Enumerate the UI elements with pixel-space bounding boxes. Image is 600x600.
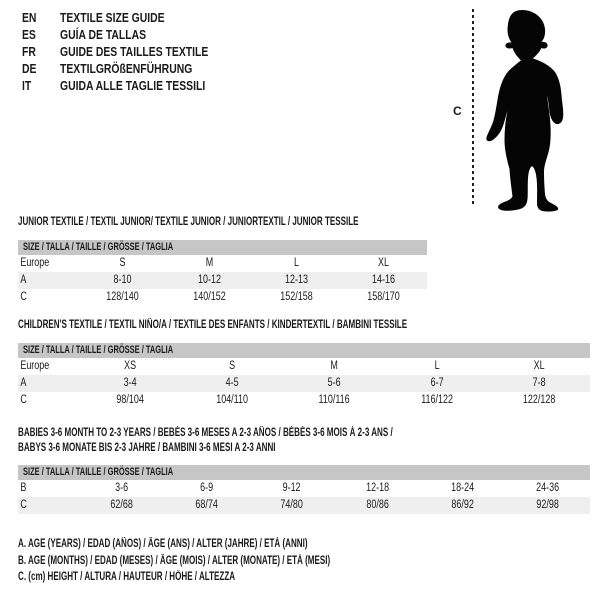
- row-label: C: [20, 499, 27, 511]
- value-cell: 3-6: [115, 482, 129, 494]
- value-cell: 3-4: [123, 377, 137, 389]
- language-row-en: EN TEXTILE SIZE GUIDE: [22, 9, 245, 26]
- value-cell: 68/74: [195, 499, 218, 511]
- value-cell: 62/68: [110, 499, 133, 511]
- language-list: EN TEXTILE SIZE GUIDE ES GUÍA DE TALLAS …: [22, 9, 245, 94]
- row-label: C: [20, 394, 27, 406]
- language-label: TEXTILE SIZE GUIDE: [60, 10, 165, 25]
- row-label: C: [20, 291, 27, 303]
- size-cell: S: [119, 257, 126, 269]
- table-header-label: SIZE / TALLA / TAILLE / GRÖSSE / TAGLIA: [23, 241, 174, 253]
- size-cell: M: [205, 257, 214, 269]
- table-row-height: C 98/104 104/110 110/116 116/122 122/128: [18, 392, 590, 409]
- value-cell: 6-7: [430, 377, 444, 389]
- size-cell: S: [229, 360, 236, 372]
- value-cell: 104/110: [216, 394, 249, 406]
- language-code: EN: [22, 10, 37, 25]
- language-row-es: ES GUÍA DE TALLAS: [22, 26, 245, 43]
- toddler-silhouette-icon: [486, 10, 564, 212]
- section-title-children: CHILDREN'S TEXTILE / TEXTIL NIÑO/A / TEX…: [18, 319, 408, 331]
- value-cell: 74/80: [280, 499, 304, 511]
- value-cell: 128/140: [106, 291, 139, 303]
- value-cell: 92/98: [536, 499, 559, 511]
- language-code: DE: [22, 61, 37, 76]
- value-cell: 152/158: [280, 291, 313, 303]
- section-title-babies: BABIES 3-6 MONTH TO 2-3 YEARS / BEBÉS 3-…: [18, 426, 393, 456]
- size-cell: XL: [378, 257, 389, 269]
- row-label: Europe: [20, 360, 50, 372]
- children-size-table: SIZE / TALLA / TAILLE / GRÖSSE / TAGLIA …: [18, 343, 590, 409]
- value-cell: 8-10: [113, 274, 132, 286]
- table-header-label: SIZE / TALLA / TAILLE / GRÖSSE / TAGLIA: [23, 466, 174, 478]
- language-row-fr: FR GUIDE DES TAILLES TEXTILE: [22, 43, 245, 60]
- size-cell: L: [434, 360, 440, 372]
- value-cell: 158/170: [367, 291, 400, 303]
- value-cell: 12-13: [285, 274, 308, 286]
- language-code: ES: [22, 27, 36, 42]
- value-cell: 110/116: [318, 394, 351, 406]
- table-row-europe: Europe S M L XL: [18, 255, 427, 272]
- language-row-it: IT GUIDA ALLE TAGLIE TESSILI: [22, 77, 245, 94]
- value-cell: 9-12: [282, 482, 301, 494]
- section-title-junior: JUNIOR TEXTILE / TEXTIL JUNIOR/ TEXTILE …: [18, 216, 359, 228]
- footnote-age-years: A. AGE (YEARS) / EDAD (AÑOS) / ÂGE (ANS)…: [18, 538, 308, 550]
- value-cell: 18-24: [450, 482, 474, 494]
- language-label: TEXTILGRÖßENFÜHRUNG: [60, 61, 193, 76]
- height-measure-label: C: [453, 104, 462, 118]
- value-cell: 10-12: [198, 274, 221, 286]
- table-row-height: C 62/68 68/74 74/80 80/86 86/92 92/98: [18, 497, 590, 514]
- row-label: B: [20, 482, 27, 494]
- section-title-line2: BABYS 3-6 MONATE BIS 2-3 JAHRE / BAMBINI…: [18, 442, 276, 454]
- table-row-height: C 128/140 140/152 152/158 158/170: [18, 289, 427, 306]
- value-cell: 12-18: [365, 482, 389, 494]
- language-label: GUÍA DE TALLAS: [60, 27, 147, 42]
- row-label: A: [20, 274, 27, 286]
- value-cell: 122/128: [522, 394, 556, 406]
- footnote-age-months: B. AGE (MONTHS) / EDAD (MESES) / ÂGE (MO…: [18, 554, 331, 567]
- footnotes: A. AGE (YEARS) / EDAD (AÑOS) / ÂGE (ANS)…: [18, 536, 464, 586]
- table-row-europe: Europe XS S M L XL: [18, 358, 590, 375]
- value-cell: 98/104: [116, 394, 144, 406]
- table-row-age: A 8-10 10-12 12-13 14-16: [18, 272, 427, 289]
- value-cell: 5-6: [328, 377, 341, 389]
- table-header-bar: SIZE / TALLA / TAILLE / GRÖSSE / TAGLIA: [18, 343, 590, 358]
- footnote-height-cm: C. (cm) HEIGHT / ALTURA / HAUTEUR / HÖHE…: [18, 571, 236, 583]
- language-code: IT: [22, 78, 32, 93]
- table-header-bar: SIZE / TALLA / TAILLE / GRÖSSE / TAGLIA: [18, 465, 590, 480]
- language-label: GUIDA ALLE TAGLIE TESSILI: [60, 78, 206, 93]
- value-cell: 24-36: [535, 482, 559, 494]
- value-cell: 4-5: [225, 377, 239, 389]
- value-cell: 7-8: [532, 377, 546, 389]
- section-title-line1: BABIES 3-6 MONTH TO 2-3 YEARS / BEBÉS 3-…: [18, 427, 393, 439]
- size-cell: XL: [533, 360, 545, 372]
- junior-size-table: SIZE / TALLA / TAILLE / GRÖSSE / TAGLIA …: [18, 240, 427, 306]
- table-row-age: A 3-4 4-5 5-6 6-7 7-8: [18, 375, 590, 392]
- language-label: GUIDE DES TAILLES TEXTILE: [60, 44, 209, 59]
- value-cell: 14-16: [372, 274, 395, 286]
- value-cell: 86/92: [451, 499, 474, 511]
- babies-size-table: SIZE / TALLA / TAILLE / GRÖSSE / TAGLIA …: [18, 465, 590, 514]
- value-cell: 80/86: [365, 499, 389, 511]
- table-header-bar: SIZE / TALLA / TAILLE / GRÖSSE / TAGLIA: [18, 240, 427, 255]
- size-cell: L: [294, 257, 299, 269]
- value-cell: 140/152: [193, 291, 226, 303]
- value-cell: 116/122: [420, 394, 453, 406]
- table-row-months: B 3-6 6-9 9-12 12-18 18-24 24-36: [18, 480, 590, 497]
- size-cell: XS: [124, 360, 137, 372]
- table-header-label: SIZE / TALLA / TAILLE / GRÖSSE / TAGLIA: [23, 344, 174, 356]
- value-cell: 6-9: [200, 482, 214, 494]
- language-code: FR: [22, 44, 36, 59]
- language-row-de: DE TEXTILGRÖßENFÜHRUNG: [22, 60, 245, 77]
- height-measure-dashed-line: [472, 9, 474, 205]
- row-label: Europe: [20, 257, 50, 269]
- row-label: A: [20, 377, 27, 389]
- size-cell: M: [330, 360, 339, 372]
